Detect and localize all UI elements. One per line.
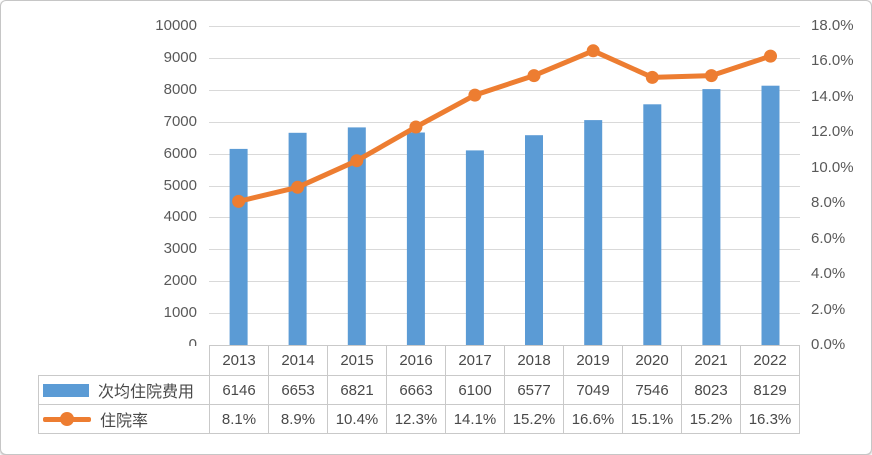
rate-cell-2015: 10.4% <box>327 404 387 434</box>
cost-cell-2017: 6100 <box>445 375 505 405</box>
rate-point-2017[interactable] <box>468 88 482 102</box>
cost-cell-2021: 8023 <box>681 375 741 405</box>
cost-cell-2020: 7546 <box>622 375 682 405</box>
bar-2015[interactable] <box>347 127 366 346</box>
legend-item-line-series[interactable]: 住院率 <box>38 404 210 434</box>
rate-point-2018[interactable] <box>527 69 541 83</box>
bar-2020[interactable] <box>643 104 662 345</box>
rate-cell-2020: 15.1% <box>622 404 682 434</box>
rate-point-2016[interactable] <box>409 120 423 134</box>
rate-cell-2014: 8.9% <box>268 404 328 434</box>
year-cell-2018: 2018 <box>504 345 564 376</box>
bar-2019[interactable] <box>584 120 603 345</box>
legend-label: 次均住院费用 <box>98 384 195 401</box>
rate-cell-2013: 8.1% <box>209 404 269 434</box>
bar-2021[interactable] <box>702 89 721 345</box>
table-corner-spacer <box>38 345 210 376</box>
cost-cell-2015: 6821 <box>327 375 387 405</box>
cost-cell-2014: 6653 <box>268 375 328 405</box>
rate-cell-2021: 15.2% <box>681 404 741 434</box>
cost-cell-2018: 6577 <box>504 375 564 405</box>
cost-cell-2019: 7049 <box>563 375 623 405</box>
legend-label: 住院率 <box>100 413 149 430</box>
bar-2013[interactable] <box>229 148 248 345</box>
year-cell-2022: 2022 <box>740 345 800 376</box>
cost-cell-2013: 6146 <box>209 375 269 405</box>
year-cell-2016: 2016 <box>386 345 446 376</box>
line-legend-swatch-icon <box>43 412 91 426</box>
year-cell-2017: 2017 <box>445 345 505 376</box>
rate-point-2019[interactable] <box>586 44 600 58</box>
year-cell-2013: 2013 <box>209 345 269 376</box>
rate-cell-2019: 16.6% <box>563 404 623 434</box>
year-cell-2014: 2014 <box>268 345 328 376</box>
rate-point-2020[interactable] <box>645 70 659 84</box>
rate-cell-2016: 12.3% <box>386 404 446 434</box>
chart-data-table: 2013 2014 2015 2016 2017 2018 2019 2020 2021 2022… <box>38 345 800 434</box>
rate-point-2013[interactable] <box>232 194 246 208</box>
bar-2022[interactable] <box>761 85 780 345</box>
bar-2014[interactable] <box>288 132 307 345</box>
year-cell-2020: 2020 <box>622 345 682 376</box>
bar-2017[interactable] <box>465 150 484 345</box>
rate-point-2015[interactable] <box>350 154 364 168</box>
rate-point-2014[interactable] <box>291 180 305 194</box>
rate-point-2021[interactable] <box>704 69 718 83</box>
rate-cell-2017: 14.1% <box>445 404 505 434</box>
legend-item-bar-series[interactable]: 次均住院费用 <box>38 375 210 405</box>
cost-cell-2016: 6663 <box>386 375 446 405</box>
rate-cell-2018: 15.2% <box>504 404 564 434</box>
year-cell-2015: 2015 <box>327 345 387 376</box>
bar-2018[interactable] <box>525 135 543 345</box>
rate-line[interactable] <box>236 48 773 204</box>
year-cell-2021: 2021 <box>681 345 741 376</box>
year-cell-2019: 2019 <box>563 345 623 376</box>
rate-point-2022[interactable] <box>764 49 777 63</box>
cost-cell-2022: 8129 <box>740 375 800 405</box>
bar-legend-swatch-icon <box>43 383 89 397</box>
rate-cell-2022: 16.3% <box>740 404 800 434</box>
bar-2016[interactable] <box>406 132 425 346</box>
